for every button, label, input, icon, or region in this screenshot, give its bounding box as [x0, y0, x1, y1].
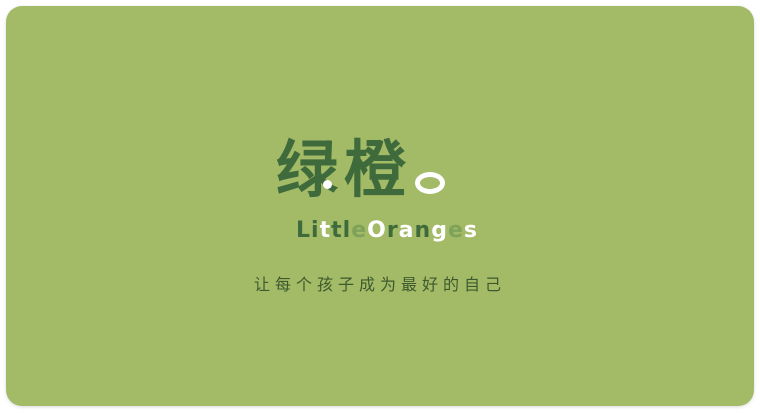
logo-char-cheng: 橙 — [344, 133, 413, 206]
logo-accent-ring — [415, 172, 445, 194]
logo-letter: a — [398, 218, 415, 243]
splash-card: 绿橙 LittleOranges 让每个孩子成为最好的自己 — [6, 6, 754, 406]
logo-letter: s — [463, 218, 478, 243]
logo-char-lv: 绿 — [276, 133, 345, 206]
logo-letter: e — [447, 218, 464, 243]
logo-letter: l — [342, 218, 352, 243]
logo-letter: g — [431, 218, 448, 243]
logo-letter: n — [414, 218, 432, 243]
tagline: 让每个孩子成为最好的自己 — [253, 275, 506, 294]
logo-letter: i — [311, 218, 320, 243]
logo-accent-dot — [323, 180, 332, 189]
logo-letter: t — [319, 218, 332, 243]
logo-english-name: LittleOranges — [296, 218, 478, 243]
logo-english-wordmark: LittleOranges — [296, 218, 478, 243]
logo-letter: O — [367, 218, 387, 243]
logo-chinese-name: 绿橙 — [276, 133, 445, 206]
brand-logo: 绿橙 LittleOranges — [276, 133, 478, 254]
logo-letter: e — [351, 218, 368, 243]
logo-letter: r — [386, 218, 399, 243]
logo-letter: t — [331, 218, 343, 243]
logo-letter: L — [296, 218, 312, 243]
